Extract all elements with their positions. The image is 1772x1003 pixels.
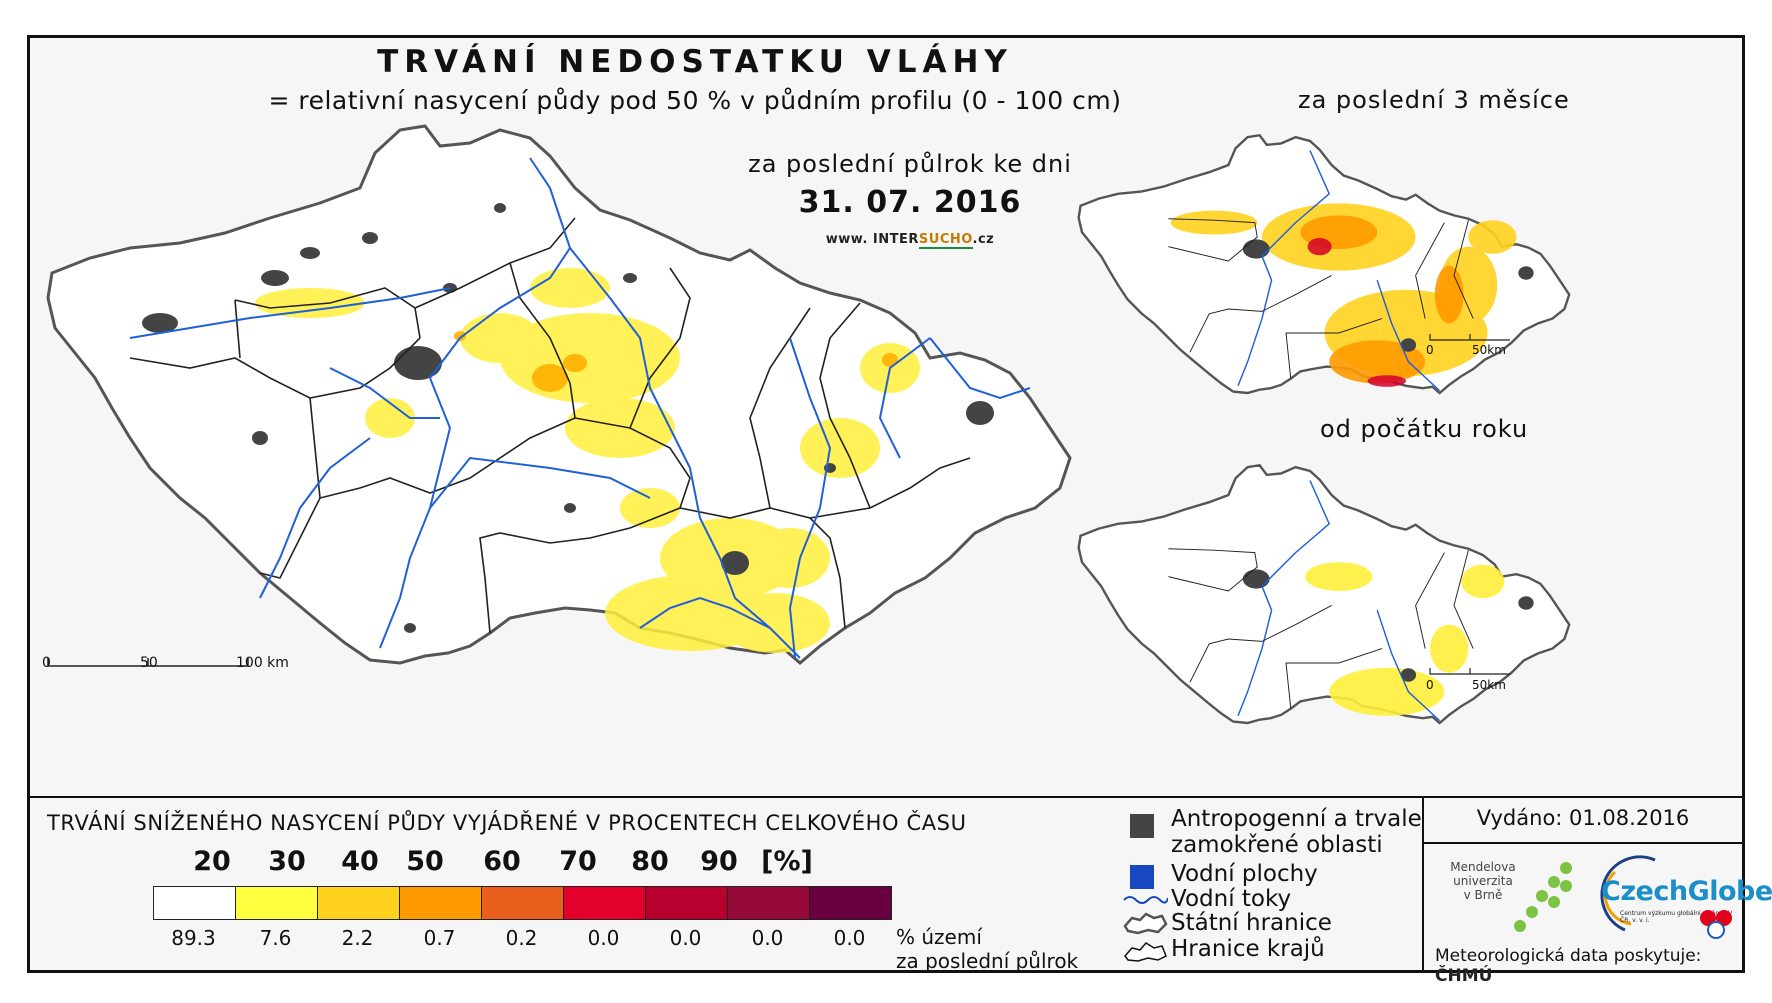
mendel-logo-icon bbox=[1514, 862, 1572, 932]
threshold-60: 60 bbox=[483, 846, 521, 877]
inset-bottom-scale bbox=[1429, 668, 1510, 675]
legend-divider bbox=[1422, 798, 1424, 972]
czechglobe-logo-icon bbox=[1600, 855, 1656, 932]
river-line-icon bbox=[1123, 896, 1168, 904]
state-border-icon bbox=[1123, 912, 1168, 935]
pct-value: 0.0 bbox=[751, 926, 784, 950]
pct-value: 89.3 bbox=[171, 926, 216, 950]
legend-panel: TRVÁNÍ SNÍŽENÉHO NASYCENÍ PŮDY VYJÁDŘENÉ… bbox=[30, 796, 1772, 986]
pct-value: 2.2 bbox=[341, 926, 374, 950]
threshold-70: 70 bbox=[559, 846, 597, 877]
legend-regions: Hranice krajů bbox=[1171, 936, 1325, 962]
threshold-80: 80 bbox=[631, 846, 669, 877]
color-swatch bbox=[400, 887, 482, 919]
inset-top-label: za poslední 3 měsíce bbox=[1298, 86, 1570, 114]
region-borders bbox=[129, 217, 971, 634]
main-scale-100: 100 km bbox=[236, 655, 289, 671]
met-data-provider: Meteorologická data poskytuje: ČHMÚ bbox=[1435, 946, 1742, 986]
chmu-logo-icon bbox=[1700, 910, 1732, 939]
urban-areas bbox=[142, 203, 994, 633]
inset-top-scale-0: 0 bbox=[1426, 343, 1434, 357]
met-provider: ČHMÚ bbox=[1435, 966, 1493, 986]
legend-rivers: Vodní toky bbox=[1171, 886, 1292, 912]
main-scale-50: 50 bbox=[140, 655, 158, 671]
map-svg bbox=[46, 124, 1571, 725]
pct-value: 0.0 bbox=[587, 926, 620, 950]
pct-unit-line1: % území bbox=[896, 925, 982, 949]
inset-3-months bbox=[1077, 134, 1571, 395]
inset-bottom-label: od počátku roku bbox=[1320, 415, 1529, 443]
legend-water: Vodní plochy bbox=[1171, 861, 1318, 887]
mendel-line3: v Brně bbox=[1463, 888, 1503, 902]
legend-title: TRVÁNÍ SNÍŽENÉHO NASYCENÍ PŮDY VYJÁDŘENÉ… bbox=[47, 811, 967, 835]
pct-value: 0.2 bbox=[505, 926, 538, 950]
mendel-line2: univerzita bbox=[1453, 874, 1513, 888]
legend-urban-line1: Antropogenní a trvale bbox=[1171, 806, 1422, 832]
pct-value: 0.0 bbox=[833, 926, 866, 950]
threshold-30: 30 bbox=[268, 846, 306, 877]
threshold-unit: [%] bbox=[761, 846, 813, 877]
color-swatch bbox=[318, 887, 400, 919]
map-title: TRVÁNÍ NEDOSTATKU VLÁHY bbox=[377, 44, 1013, 80]
inset-top-scale bbox=[1429, 334, 1510, 341]
period-label: za poslední půlrok ke dni bbox=[748, 150, 1072, 178]
map-area: TRVÁNÍ NEDOSTATKU VLÁHY = relativní nasy… bbox=[30, 38, 1742, 796]
water-swatch-icon bbox=[1130, 865, 1154, 889]
pct-unit: % území za poslední půlrok bbox=[896, 925, 1078, 973]
inset-bottom-scale-50: 50km bbox=[1472, 678, 1506, 692]
source-url: www. INTERSUCHO.cz bbox=[800, 232, 1020, 249]
map-subtitle: = relativní nasycení půdy pod 50 % v půd… bbox=[268, 86, 1122, 115]
main-map bbox=[46, 124, 1072, 667]
legend-urban-line2: zamokřené oblasti bbox=[1171, 832, 1383, 858]
url-prefix: www. INTER bbox=[825, 232, 919, 247]
issued-divider bbox=[1424, 842, 1742, 844]
color-swatch bbox=[564, 887, 646, 919]
color-swatch bbox=[482, 887, 564, 919]
rivers bbox=[129, 157, 1031, 659]
pct-value: 0.7 bbox=[423, 926, 456, 950]
czechglobe-name: CzechGlobe bbox=[1601, 876, 1772, 907]
mendel-line1: Mendelova bbox=[1450, 860, 1516, 874]
drought-area-30-50 bbox=[454, 331, 898, 392]
color-swatch bbox=[236, 887, 318, 919]
color-bar bbox=[153, 886, 892, 920]
threshold-40: 40 bbox=[341, 846, 379, 877]
threshold-50: 50 bbox=[406, 846, 444, 877]
threshold-90: 90 bbox=[700, 846, 738, 877]
inset-top-scale-50: 50km bbox=[1472, 343, 1506, 357]
legend-border: Státní hranice bbox=[1171, 910, 1332, 936]
region-border-icon bbox=[1124, 942, 1167, 962]
map-frame: TRVÁNÍ NEDOSTATKU VLÁHY = relativní nasy… bbox=[27, 35, 1772, 986]
urban-swatch-icon bbox=[1130, 814, 1154, 838]
url-suffix: .cz bbox=[972, 232, 995, 247]
color-swatch bbox=[810, 887, 891, 919]
inset-year bbox=[1077, 464, 1571, 725]
pct-unit-line2: za poslední půlrok bbox=[896, 949, 1079, 973]
mendel-logo-text: Mendelova univerzita v Brně bbox=[1443, 860, 1523, 902]
issued-date: Vydáno: 01.08.2016 bbox=[1476, 806, 1690, 830]
color-swatch bbox=[728, 887, 810, 919]
czechglobe-subtitle: Centrum výzkumu globální změny AV ČR, v.… bbox=[1620, 910, 1733, 924]
url-brand: SUCHO bbox=[918, 232, 973, 249]
map-date: 31. 07. 2016 bbox=[798, 185, 1022, 220]
legend-urban: Antropogenní a trvale zamokřené oblasti bbox=[1171, 806, 1422, 858]
pct-value: 7.6 bbox=[259, 926, 292, 950]
color-swatch bbox=[154, 887, 236, 919]
pct-value: 0.0 bbox=[669, 926, 702, 950]
inset-bottom-scale-0: 0 bbox=[1426, 678, 1434, 692]
main-scale-0: 0 bbox=[42, 655, 51, 671]
met-label: Meteorologická data poskytuje: bbox=[1435, 946, 1702, 966]
threshold-20: 20 bbox=[193, 846, 231, 877]
main-scale-bar bbox=[47, 658, 249, 667]
color-swatch bbox=[646, 887, 728, 919]
